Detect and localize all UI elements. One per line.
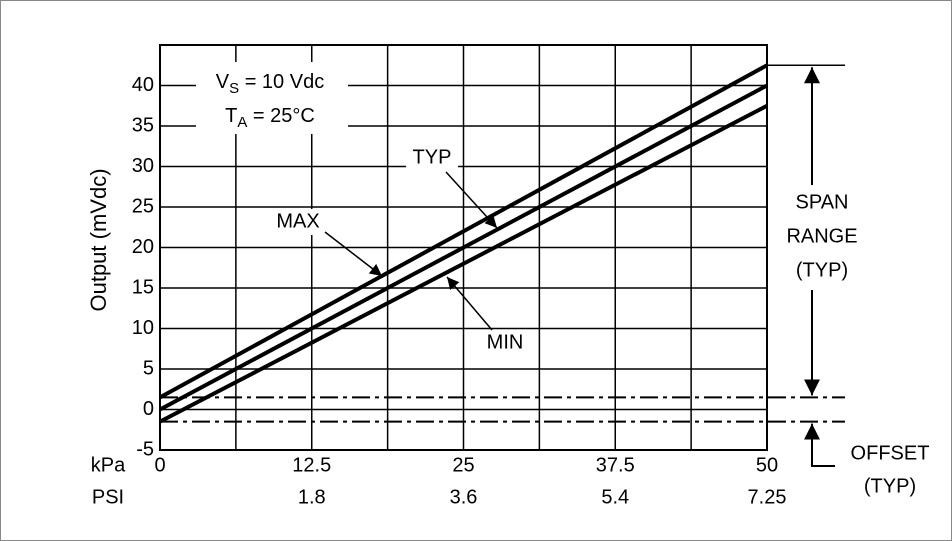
condition-sub: S	[229, 80, 239, 97]
label-bg	[479, 330, 531, 356]
condition-var: T	[225, 105, 237, 127]
span-label: (TYP)	[796, 259, 848, 281]
series-line	[159, 103, 768, 424]
condition: TA = 25°C	[225, 105, 315, 131]
y-tick-label: 15	[132, 276, 154, 298]
x-tick-label: 0	[154, 454, 165, 476]
x-axis-label: kPa	[91, 454, 126, 476]
x-tick-label: 12.5	[292, 454, 331, 476]
y-tick-label: 20	[132, 236, 154, 258]
y-tick-label: 30	[132, 155, 154, 177]
y-tick-label: 25	[132, 195, 154, 217]
offset-label: (TYP)	[864, 475, 916, 497]
series-label: MAX	[276, 210, 319, 232]
series-label: TYP	[413, 146, 452, 168]
offset-label: OFFSET	[851, 442, 930, 464]
callout-arrow	[445, 171, 498, 229]
condition: VS = 10 Vdc	[216, 71, 324, 97]
condition-rest: = 25°C	[247, 105, 314, 127]
y-tick-label: 5	[143, 357, 154, 379]
x2-tick-label: 7.25	[748, 486, 787, 508]
x-tick-label: 25	[452, 454, 474, 476]
x-tick-label: 37.5	[596, 454, 635, 476]
series-line	[159, 63, 768, 400]
label-bg	[406, 145, 458, 171]
x2-axis-label: PSI	[92, 486, 124, 508]
label-bg	[272, 209, 324, 235]
y-tick-label: 40	[132, 74, 154, 96]
condition-rest: = 10 Vdc	[239, 71, 324, 93]
y-tick-label: 0	[143, 398, 154, 420]
condition-sub: A	[237, 114, 247, 131]
x2-tick-label: 5.4	[601, 486, 629, 508]
y-tick-label: 35	[132, 114, 154, 136]
plot-border	[159, 44, 768, 451]
y-tick-label: 10	[132, 317, 154, 339]
y-axis-label: Output (mVdc)	[86, 168, 111, 311]
series-line	[159, 83, 768, 412]
x2-tick-label: 3.6	[450, 486, 478, 508]
condition-var: V	[216, 71, 230, 93]
callout-arrow	[446, 276, 493, 331]
x2-tick-label: 1.8	[298, 486, 326, 508]
offset-arrow	[804, 423, 835, 467]
span-label: SPAN	[796, 191, 849, 213]
series-label: MIN	[487, 331, 524, 353]
y-tick-label: -5	[136, 438, 154, 460]
callout-arrow	[324, 231, 383, 277]
x-tick-label: 50	[756, 454, 778, 476]
span-label: RANGE	[786, 225, 857, 247]
conditions-bg	[196, 62, 348, 134]
